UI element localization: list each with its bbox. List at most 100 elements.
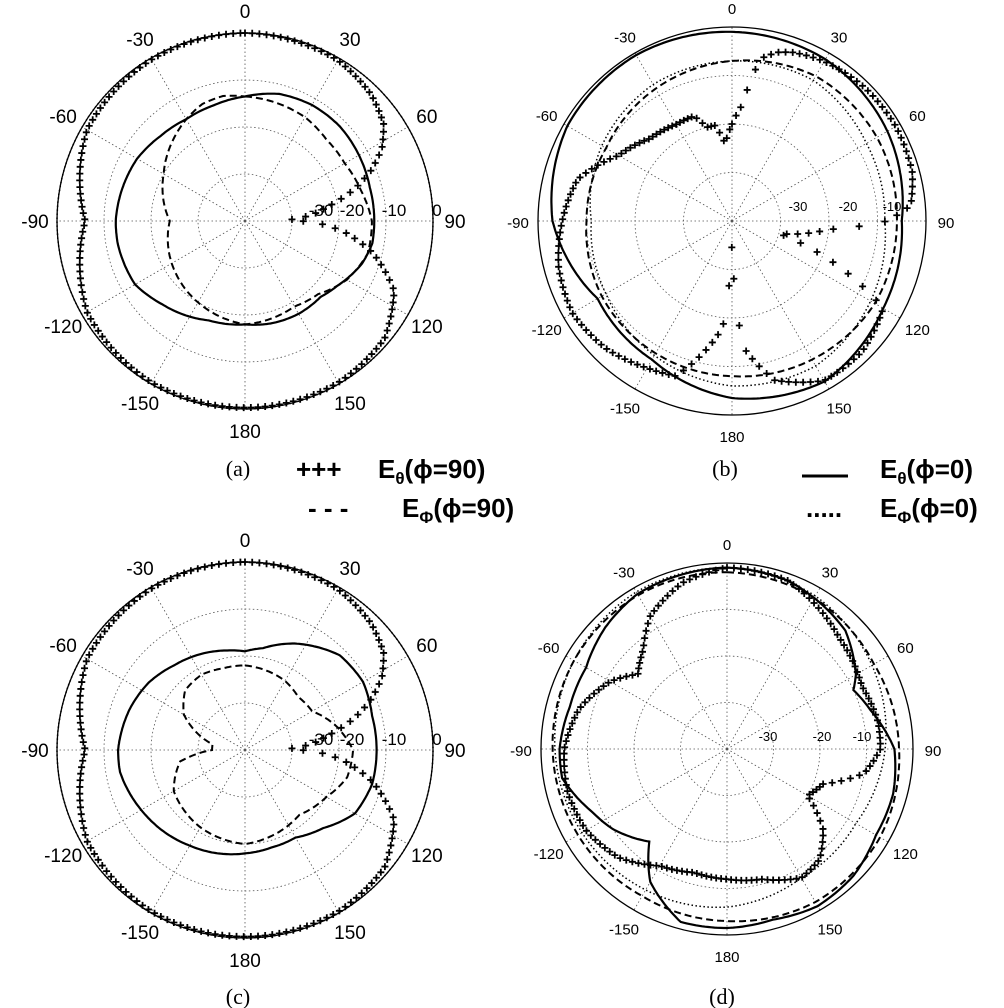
- plus-marker: [170, 390, 178, 398]
- plus-marker: [211, 401, 219, 409]
- plus-marker: [139, 372, 147, 380]
- plus-marker: [702, 872, 710, 880]
- plus-marker: [903, 204, 911, 212]
- plus-marker: [218, 402, 226, 410]
- angle-tick-label: 90: [444, 212, 465, 233]
- plus-marker: [579, 822, 587, 830]
- plus-marker: [87, 844, 95, 852]
- grid-spoke: [726, 587, 821, 750]
- grid-spoke: [731, 123, 901, 222]
- plus-marker: [592, 336, 600, 344]
- series-line: [550, 30, 904, 400]
- plus-marker: [346, 717, 354, 725]
- plus-marker: [388, 834, 396, 842]
- plus-marker: [352, 72, 360, 80]
- plus-marker: [650, 607, 658, 615]
- legend-marker-dash: - - -: [308, 493, 348, 523]
- plus-marker: [891, 121, 899, 129]
- plus-marker: [576, 173, 584, 181]
- plus-marker: [659, 597, 667, 605]
- plus-marker: [87, 315, 95, 323]
- angle-tick-label: 0: [240, 531, 251, 552]
- plus-marker: [328, 200, 336, 208]
- plus-marker: [815, 604, 823, 612]
- grid-spoke: [244, 220, 409, 316]
- plus-marker: [359, 240, 367, 248]
- plus-marker: [361, 83, 369, 91]
- polar-plot-d: 0 30 60 90 120 150 180 -150 -120 -90 -60 -30 -30 -20 -…: [510, 537, 941, 1008]
- plus-marker: [855, 222, 863, 230]
- plus-marker: [664, 124, 672, 132]
- plus-marker: [144, 376, 152, 384]
- angle-tick-label: 180: [714, 949, 739, 966]
- plus-marker: [622, 672, 630, 680]
- plus-marker: [587, 831, 595, 839]
- grid-circle: [150, 655, 340, 845]
- plus-marker: [351, 234, 359, 242]
- series-line: [56, 32, 434, 410]
- plus-marker: [811, 861, 819, 869]
- plus-marker: [563, 297, 571, 305]
- series-Etheta_phi0: [550, 30, 904, 400]
- plus-marker: [356, 606, 364, 614]
- plus-marker: [819, 825, 827, 833]
- grid-spoke: [150, 220, 246, 385]
- plus-marker: [76, 783, 84, 791]
- legend-item-etheta-phi90: +++ Eθ(ϕ=90): [296, 454, 485, 488]
- plus-marker: [101, 627, 109, 635]
- plus-marker: [829, 225, 837, 233]
- plus-marker: [76, 719, 84, 727]
- plus-marker: [610, 676, 618, 684]
- plus-marker: [297, 39, 305, 47]
- plus-marker: [837, 636, 845, 644]
- angle-tick-label: -150: [609, 921, 639, 938]
- plus-marker: [556, 228, 564, 236]
- plus-marker: [628, 671, 636, 679]
- plus-marker: [669, 587, 677, 595]
- plus-marker: [859, 82, 867, 90]
- plus-marker: [566, 303, 574, 311]
- plus-marker: [562, 737, 570, 745]
- angle-tick-label: 120: [905, 322, 930, 339]
- plus-marker: [311, 44, 319, 52]
- plus-marker: [818, 845, 826, 853]
- plus-marker: [654, 602, 662, 610]
- plus-marker: [78, 817, 86, 825]
- plus-marker: [616, 674, 624, 682]
- plus-marker: [387, 312, 395, 320]
- plus-marker: [819, 838, 827, 846]
- plus-marker: [173, 43, 181, 51]
- plus-marker: [183, 923, 191, 931]
- plus-marker: [390, 292, 398, 300]
- plus-marker: [368, 879, 376, 887]
- plus-marker: [634, 859, 642, 867]
- plus-marker: [867, 700, 875, 708]
- plus-marker: [247, 403, 255, 411]
- plus-marker: [367, 167, 375, 175]
- radial-tick-label: -20: [813, 729, 832, 744]
- plus-marker: [652, 862, 660, 870]
- plus-marker: [139, 901, 147, 909]
- plus-marker: [725, 282, 733, 290]
- plus-marker: [76, 699, 84, 707]
- grid-circle: [680, 702, 774, 796]
- plus-marker: [77, 810, 85, 818]
- plus-marker: [317, 47, 325, 55]
- plus-marker: [78, 763, 86, 771]
- plus-marker: [372, 630, 380, 638]
- plus-marker: [183, 394, 191, 402]
- plus-marker: [702, 346, 710, 354]
- plus-marker: [79, 228, 87, 236]
- series-Etheta_phi0: [117, 642, 378, 856]
- plus-marker: [81, 215, 89, 223]
- plus-marker: [794, 230, 802, 238]
- plus-marker: [76, 712, 84, 720]
- plus-marker: [263, 31, 271, 39]
- plus-marker: [89, 116, 97, 124]
- angle-tick-label: -30: [126, 559, 153, 580]
- plus-marker: [707, 873, 715, 881]
- plus-marker: [572, 179, 580, 187]
- plus-marker: [855, 350, 863, 358]
